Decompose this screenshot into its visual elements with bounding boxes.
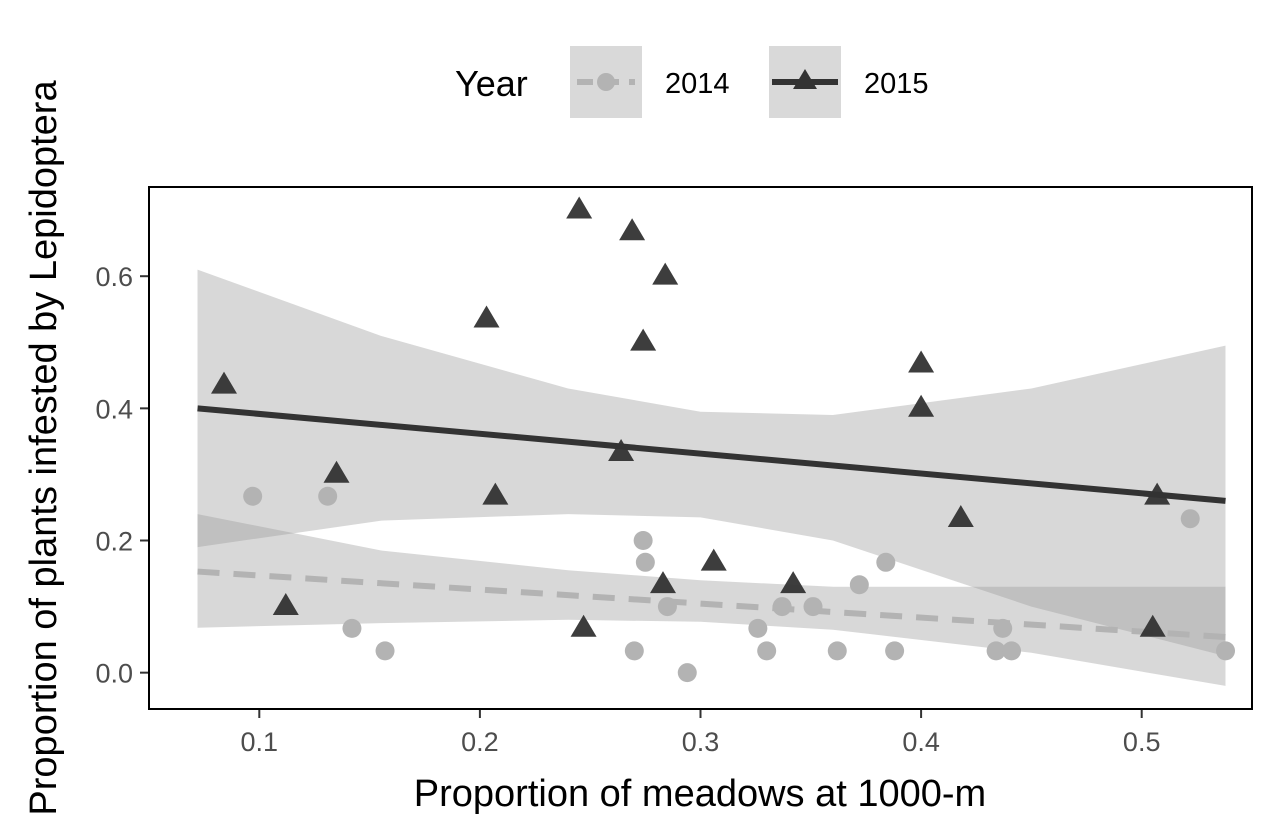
- point-2014: [633, 531, 653, 551]
- point-2015: [473, 305, 500, 328]
- point-2015: [211, 371, 238, 394]
- point-2014: [748, 618, 768, 638]
- point-2014: [243, 486, 263, 506]
- point-2015: [700, 548, 727, 571]
- point-2015: [1144, 482, 1171, 505]
- x-tick-label: 0.3: [682, 727, 720, 757]
- point-2014: [827, 641, 847, 661]
- point-2015: [619, 218, 646, 241]
- point-2014: [803, 597, 823, 617]
- legend-key-2015-marker: [793, 69, 817, 89]
- ci-band-2015: [197, 269, 1226, 657]
- point-2014: [677, 663, 697, 683]
- point-2014: [757, 641, 777, 661]
- y-tick-label: 0.0: [95, 659, 133, 689]
- y-axis-title: Proportion of plants infested by Lepidop…: [23, 80, 65, 816]
- point-2014: [1216, 641, 1236, 661]
- legend-title: Year: [455, 63, 528, 104]
- point-2015: [482, 482, 509, 505]
- point-2015: [947, 505, 974, 528]
- point-2015: [780, 571, 807, 594]
- legend: Year 2014 2015: [455, 46, 929, 118]
- y-tick-label: 0.6: [95, 262, 133, 292]
- legend-key-2014-marker: [597, 73, 615, 91]
- point-2015: [630, 328, 657, 351]
- point-2014: [342, 618, 362, 638]
- point-2014: [772, 597, 792, 617]
- confidence-bands: [197, 269, 1226, 686]
- y-tick-label: 0.4: [95, 394, 133, 424]
- point-2014: [849, 575, 869, 595]
- y-tick-label: 0.2: [95, 527, 133, 557]
- point-2014: [993, 618, 1013, 638]
- point-2014: [885, 641, 905, 661]
- point-2014: [876, 552, 896, 572]
- point-2015: [652, 262, 679, 285]
- x-tick-label: 0.4: [902, 727, 940, 757]
- trend-lines: [197, 405, 1226, 640]
- point-2015: [272, 592, 299, 615]
- trend-line-2015: [197, 405, 1226, 504]
- point-2015: [1139, 614, 1166, 637]
- legend-label-2014: 2014: [665, 68, 730, 100]
- ci-band-2014: [197, 514, 1226, 686]
- point-2014: [1180, 509, 1200, 529]
- point-2015: [649, 571, 676, 594]
- plot-panel: [148, 186, 1253, 710]
- point-2014: [986, 641, 1006, 661]
- point-2015: [908, 394, 935, 417]
- legend-label-2015: 2015: [864, 68, 929, 100]
- point-2015: [908, 350, 935, 373]
- point-2015: [570, 614, 597, 637]
- point-2014: [657, 597, 677, 617]
- x-axis-title: Proportion of meadows at 1000-m: [414, 773, 986, 815]
- point-2015: [323, 460, 350, 483]
- axes: 0.1 0.2 0.3 0.4 0.5 0.0 0.2 0.4 0.6: [95, 262, 1160, 757]
- point-2014: [1002, 641, 1022, 661]
- x-tick-label: 0.5: [1123, 727, 1161, 757]
- point-2014: [624, 641, 644, 661]
- x-tick-label: 0.2: [461, 727, 499, 757]
- point-2015: [608, 438, 635, 461]
- x-tick-label: 0.1: [241, 727, 279, 757]
- point-2014: [375, 641, 395, 661]
- point-2014: [318, 486, 338, 506]
- point-2015: [566, 196, 593, 219]
- point-2014: [635, 552, 655, 572]
- trend-line-2014: [197, 568, 1226, 640]
- data-points: [211, 196, 1236, 683]
